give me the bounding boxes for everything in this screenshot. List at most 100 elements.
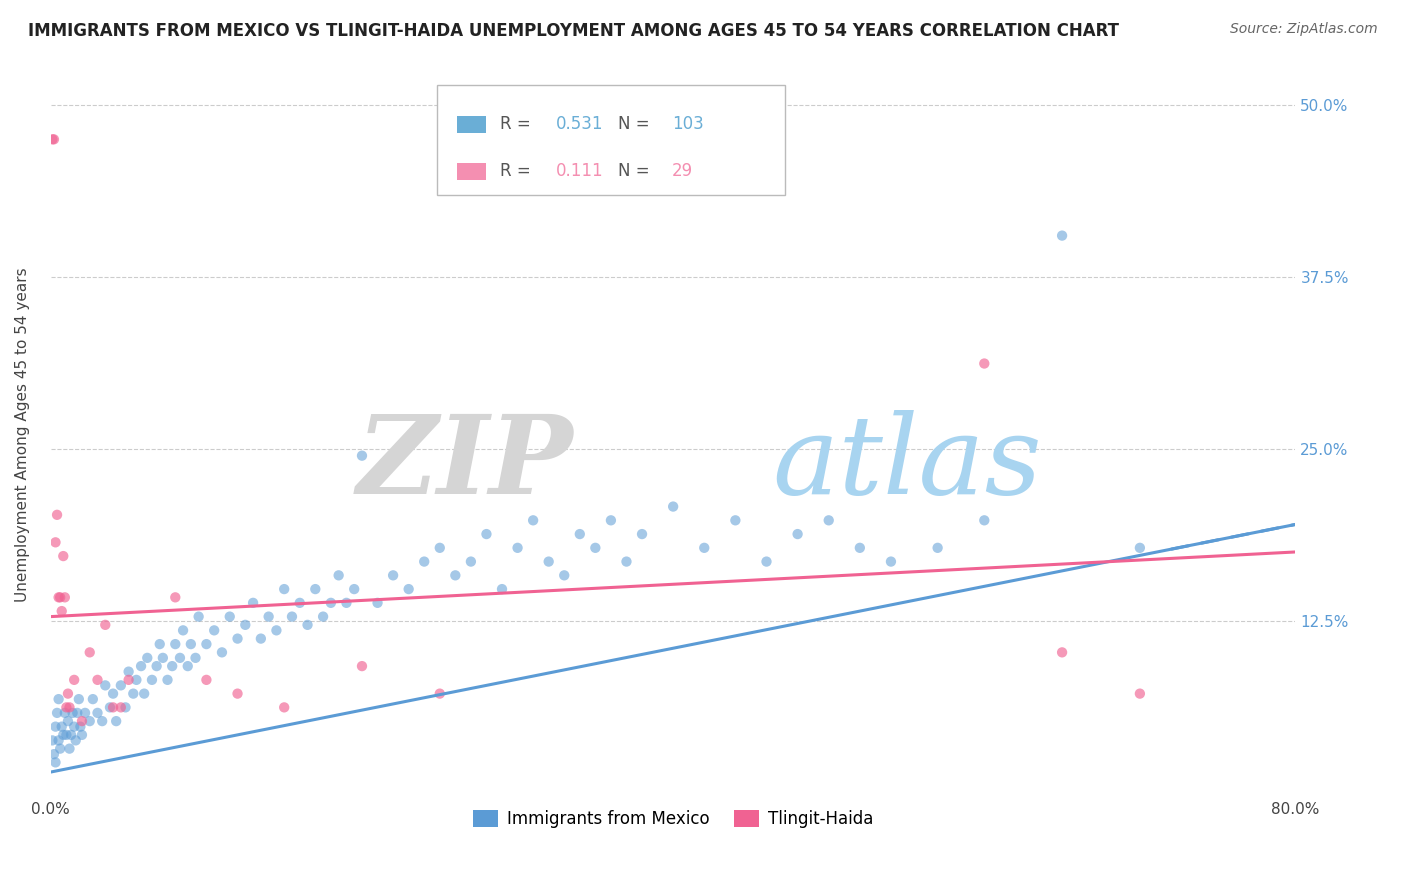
Point (48, 733, 70, 747)
Point (350, 449, 373, 463)
Point (41, 132, 63, 146)
Point (86, 673, 108, 687)
Point (281, 609, 304, 624)
Point (631, 527, 654, 541)
Point (367, 596, 389, 610)
Point (172, 624, 194, 638)
Point (94, 618, 117, 632)
Point (46, 706, 69, 720)
Point (134, 687, 156, 701)
Point (233, 618, 256, 632)
Text: atlas: atlas (773, 410, 1042, 517)
Text: 29: 29 (672, 162, 693, 180)
Point (49, 741, 72, 756)
Point (973, 357, 995, 371)
Point (184, 651, 207, 665)
Point (600, 513, 623, 527)
Point (927, 541, 949, 555)
Text: IMMIGRANTS FROM MEXICO VS TLINGIT-HAIDA UNEMPLOYMENT AMONG AGES 45 TO 54 YEARS C: IMMIGRANTS FROM MEXICO VS TLINGIT-HAIDA … (28, 22, 1119, 40)
Point (58, 700, 80, 714)
Point (662, 500, 685, 514)
Point (55, 728, 77, 742)
Point (114, 700, 136, 714)
Point (70, 728, 93, 742)
Point (177, 659, 200, 673)
Point (195, 637, 218, 651)
Point (343, 582, 366, 596)
Point (105, 714, 128, 728)
Point (187, 609, 209, 624)
Point (242, 596, 264, 610)
Point (86, 706, 108, 720)
Point (117, 665, 139, 679)
Point (48, 591, 70, 605)
Point (328, 568, 350, 582)
Text: ZIP: ZIP (357, 410, 574, 517)
Point (398, 582, 420, 596)
Point (82, 692, 104, 706)
Point (169, 651, 191, 665)
Point (79, 714, 101, 728)
Point (48, 692, 70, 706)
Point (70, 714, 93, 728)
Text: N =: N = (619, 162, 650, 180)
FancyBboxPatch shape (437, 85, 785, 195)
Point (152, 651, 174, 665)
Point (110, 678, 132, 692)
Point (149, 637, 172, 651)
Point (165, 637, 187, 651)
Point (583, 541, 606, 555)
Point (101, 687, 124, 701)
Point (136, 651, 159, 665)
Point (73, 706, 96, 720)
Point (69, 720, 91, 734)
Point (1050, 228, 1073, 243)
Text: R =: R = (501, 162, 531, 180)
Point (41, 733, 63, 747)
Point (65, 733, 87, 747)
Point (53, 706, 76, 720)
Point (880, 555, 903, 569)
Point (101, 700, 124, 714)
Text: R =: R = (501, 115, 531, 134)
Point (273, 700, 295, 714)
Point (273, 582, 295, 596)
Point (266, 624, 288, 638)
Point (67, 692, 90, 706)
Point (62, 706, 84, 720)
Y-axis label: Unemployment Among Ages 45 to 54 years: Unemployment Among Ages 45 to 54 years (15, 268, 30, 602)
Point (429, 687, 451, 701)
Point (312, 609, 335, 624)
Point (817, 513, 839, 527)
Point (110, 700, 132, 714)
Point (475, 527, 498, 541)
Point (51, 604, 73, 618)
Text: N =: N = (619, 115, 650, 134)
Point (79, 645, 101, 659)
Point (849, 541, 872, 555)
Point (429, 541, 451, 555)
Point (537, 555, 560, 569)
Point (335, 596, 357, 610)
Text: Source: ZipAtlas.com: Source: ZipAtlas.com (1230, 22, 1378, 37)
Point (52, 549, 75, 563)
Point (125, 673, 148, 687)
Point (117, 673, 139, 687)
Text: 0.531: 0.531 (557, 115, 603, 134)
Point (226, 632, 249, 646)
Point (973, 513, 995, 527)
Point (304, 582, 326, 596)
Point (319, 596, 342, 610)
Point (257, 609, 280, 624)
Point (98, 700, 121, 714)
Legend: Immigrants from Mexico, Tlingit-Haida: Immigrants from Mexico, Tlingit-Haida (467, 803, 880, 834)
Point (195, 673, 218, 687)
Point (42, 747, 65, 761)
Point (382, 568, 405, 582)
Point (56, 714, 79, 728)
Point (55, 700, 77, 714)
Point (786, 527, 808, 541)
Point (413, 555, 436, 569)
Point (1129, 541, 1152, 555)
Point (553, 568, 575, 582)
